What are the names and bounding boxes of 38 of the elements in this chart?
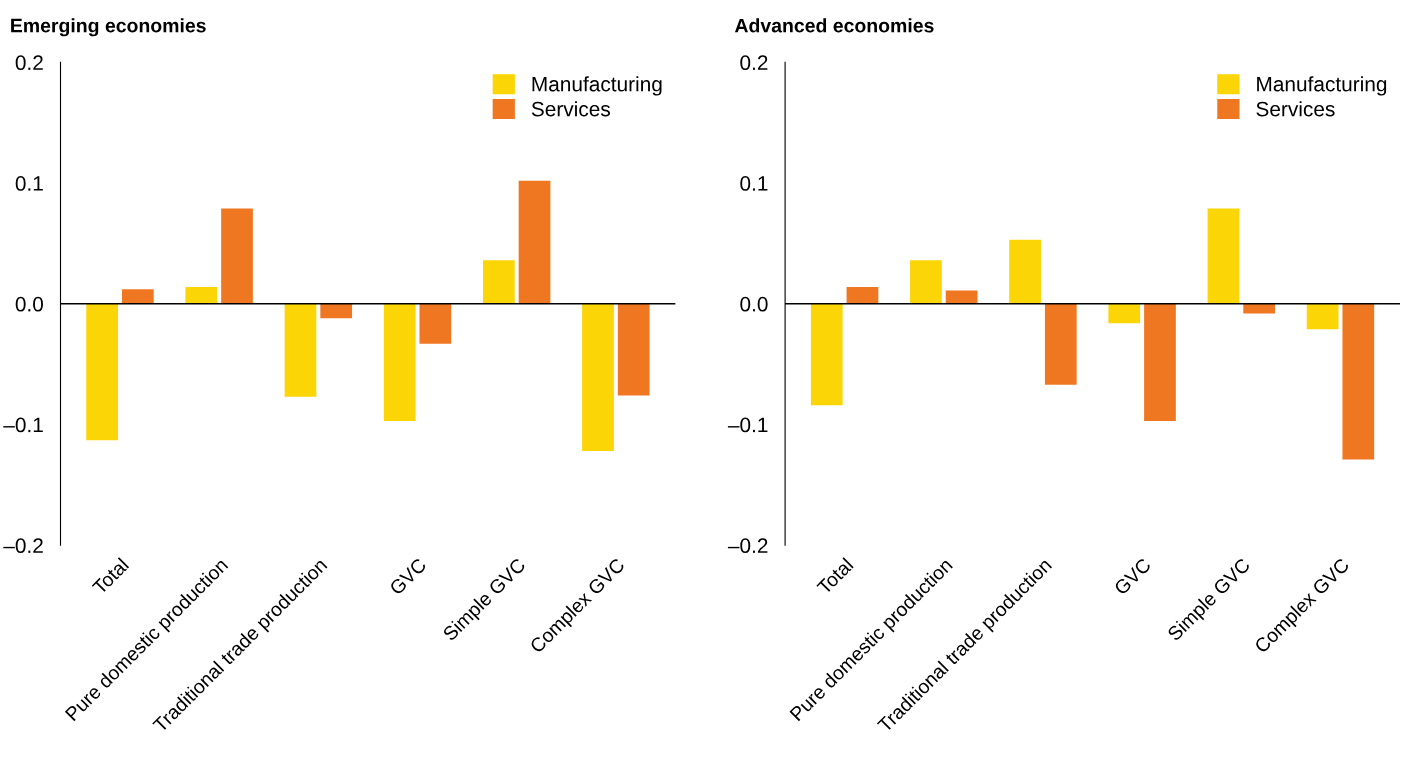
y-tick-label: –0.2 [727,538,768,554]
y-tick-label: 0.0 [740,296,768,312]
bar [582,303,614,452]
bar [383,303,416,421]
bar [846,286,879,304]
y-tick-label: –0.1 [3,417,43,433]
bar [1207,208,1240,304]
bar [910,260,942,304]
legend-label: Services [1256,101,1335,117]
bar [1144,303,1176,421]
legend-label: Manufacturing [1257,76,1387,96]
y-tick-label: 0.2 [740,55,768,71]
bar [617,303,650,396]
legend-label: Manufacturing [532,76,662,96]
y-tick-label: 0.2 [15,55,43,71]
bar [320,303,353,319]
bar [1009,239,1041,304]
bar [419,303,452,344]
bar [1108,303,1141,324]
bar [86,303,119,441]
y-tick-label: 0.1 [15,176,43,191]
y-tick-label: 0.1 [740,176,768,191]
chart-title: Emerging economies [11,18,206,37]
bar [482,260,515,304]
legend-label: Services [531,101,610,117]
chart-title: Advanced economies [734,18,934,33]
bar [810,303,843,406]
bar [1306,303,1339,330]
bar [121,289,154,304]
bar [284,303,317,397]
bar [1342,303,1375,460]
y-tick-label: –0.2 [3,538,43,554]
bar [1044,303,1077,385]
y-tick-label: 0.0 [15,296,44,312]
bar [221,208,253,304]
y-tick-label: –0.1 [727,417,768,433]
bar [518,180,551,304]
bar [185,286,218,304]
